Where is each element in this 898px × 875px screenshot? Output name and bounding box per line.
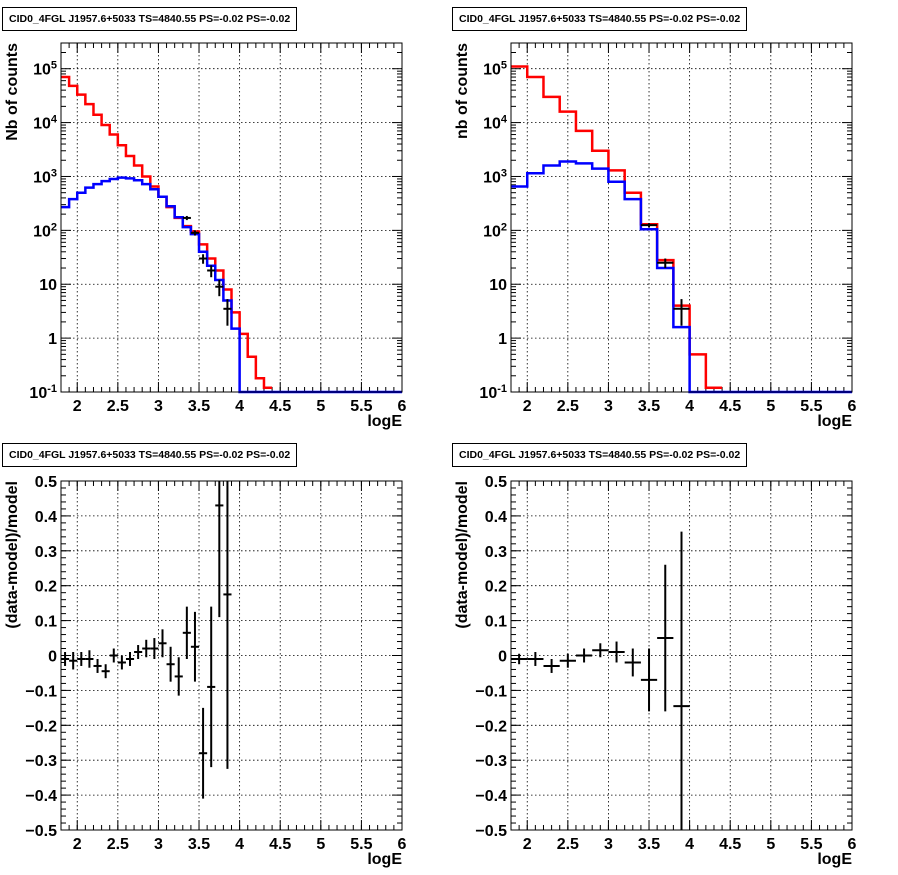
x-tick-label: 3 xyxy=(604,836,613,853)
x-tick-label: 5.5 xyxy=(350,398,372,415)
x-tick-label: 5 xyxy=(766,836,775,853)
x-tick-label: 5 xyxy=(766,398,775,415)
x-tick-label: 3 xyxy=(154,398,163,415)
x-axis-label: logE xyxy=(367,413,402,430)
panel-title-bottom-right: CID0_4FGL J1957.6+5033 TS=4840.55 PS=-0.… xyxy=(452,443,748,467)
y-tick-label: 0.1 xyxy=(35,614,57,631)
x-tick-label: 4 xyxy=(235,398,244,415)
x-tick-label: 2 xyxy=(73,398,82,415)
plot-frame xyxy=(60,42,403,393)
y-tick-label: −0.4 xyxy=(25,788,57,805)
y-tick-label: −0.2 xyxy=(25,718,57,735)
x-tick-label: 3.5 xyxy=(188,836,210,853)
plot-frame xyxy=(510,480,853,831)
y-tick-label: 1 xyxy=(498,331,507,348)
x-tick-label: 4.5 xyxy=(269,836,291,853)
y-tick-label: −0.1 xyxy=(25,683,57,700)
y-tick-label: 104 xyxy=(33,114,58,133)
panel-title-top-left: CID0_4FGL J1957.6+5033 TS=4840.55 PS=-0.… xyxy=(2,7,298,31)
y-tick-label: 0.2 xyxy=(35,579,57,596)
x-tick-label: 2.5 xyxy=(557,836,579,853)
y-tick-label: −0.5 xyxy=(25,823,57,840)
x-tick-label: 4.5 xyxy=(719,836,741,853)
panel-1: 2 2.5 3 3.5 4 4.5 5 5.5 6 10-1 1 10 102 103 104 105 logE… xyxy=(454,42,857,430)
panel-title-bottom-left: CID0_4FGL J1957.6+5033 TS=4840.55 PS=-0.… xyxy=(2,443,298,467)
x-tick-label: 6 xyxy=(398,836,407,853)
model-source-line xyxy=(61,176,402,394)
y-tick-label: 10-1 xyxy=(479,383,507,402)
y-axis-label: (data-model)/model xyxy=(4,481,21,629)
x-tick-label: 3.5 xyxy=(638,398,660,415)
x-axis-label: logE xyxy=(817,851,852,868)
x-tick-label: 6 xyxy=(848,398,857,415)
y-tick-label: 105 xyxy=(483,60,507,79)
y-tick-label: 104 xyxy=(483,114,508,133)
y-tick-label: 10-1 xyxy=(29,383,57,402)
x-tick-label: 3 xyxy=(604,398,613,415)
x-tick-label: 5 xyxy=(316,836,325,853)
model-total-line xyxy=(511,65,723,389)
panel-3: 2 2.5 3 3.5 4 4.5 5 5.5 6 −0.5 −0.4 −0.3 −0.2 −0.1 0 0.… xyxy=(454,474,857,868)
y-tick-label: 102 xyxy=(33,221,57,240)
y-tick-label: 0.3 xyxy=(485,544,507,561)
plot-frame xyxy=(60,480,403,831)
panel-0: 2 2.5 3 3.5 4 4.5 5 5.5 6 10-1 1 10 102 103 104 105 logE… xyxy=(4,42,407,430)
x-tick-label: 4.5 xyxy=(719,398,741,415)
x-tick-label: 5.5 xyxy=(800,836,822,853)
y-tick-label: 0 xyxy=(48,649,57,666)
y-tick-label: 0.2 xyxy=(485,579,507,596)
y-axis-label: Nb of counts xyxy=(4,43,21,141)
x-tick-label: 6 xyxy=(848,836,857,853)
model-source-line xyxy=(511,160,852,394)
y-tick-label: 0.4 xyxy=(485,509,507,526)
y-tick-label: −0.1 xyxy=(475,683,507,700)
x-tick-label: 6 xyxy=(398,398,407,415)
plot-frame xyxy=(510,42,853,393)
y-tick-label: −0.5 xyxy=(475,823,507,840)
panel-title-top-right: CID0_4FGL J1957.6+5033 TS=4840.55 PS=-0.… xyxy=(452,7,748,31)
x-tick-label: 2 xyxy=(523,836,532,853)
x-tick-label: 4 xyxy=(235,836,244,853)
x-axis-label: logE xyxy=(817,413,852,430)
x-tick-label: 3 xyxy=(154,836,163,853)
y-axis-label: nb of counts xyxy=(454,43,471,139)
y-tick-label: −0.3 xyxy=(475,753,507,770)
x-tick-label: 5.5 xyxy=(350,836,372,853)
y-tick-label: −0.3 xyxy=(25,753,57,770)
x-tick-label: 2.5 xyxy=(107,836,129,853)
x-tick-label: 2 xyxy=(73,836,82,853)
x-tick-label: 4.5 xyxy=(269,398,291,415)
panel-2: 2 2.5 3 3.5 4 4.5 5 5.5 6 −0.5 −0.4 −0.3 −0.2 −0.1 0 0.… xyxy=(4,474,407,868)
y-tick-label: 1 xyxy=(48,331,57,348)
y-tick-label: 103 xyxy=(33,167,57,186)
x-tick-label: 5 xyxy=(316,398,325,415)
y-tick-label: 105 xyxy=(33,60,57,79)
x-tick-label: 2 xyxy=(523,398,532,415)
y-tick-label: 0.1 xyxy=(485,614,507,631)
x-tick-label: 4 xyxy=(685,836,694,853)
y-axis-label: (data-model)/model xyxy=(454,481,471,629)
y-tick-label: 10 xyxy=(489,277,507,294)
y-tick-label: 0 xyxy=(498,649,507,666)
y-tick-label: 10 xyxy=(39,277,57,294)
x-tick-label: 3.5 xyxy=(188,398,210,415)
x-tick-label: 2.5 xyxy=(557,398,579,415)
y-tick-label: 103 xyxy=(483,167,507,186)
y-tick-label: 0.4 xyxy=(35,509,57,526)
y-tick-label: 0.5 xyxy=(485,474,507,491)
y-tick-label: 0.3 xyxy=(35,544,57,561)
y-tick-label: 0.5 xyxy=(35,474,57,491)
y-tick-label: 102 xyxy=(483,221,507,240)
x-axis-label: logE xyxy=(367,851,402,868)
x-tick-label: 5.5 xyxy=(800,398,822,415)
y-tick-label: −0.4 xyxy=(475,788,507,805)
x-tick-label: 3.5 xyxy=(638,836,660,853)
x-tick-label: 2.5 xyxy=(107,398,129,415)
y-tick-label: −0.2 xyxy=(475,718,507,735)
x-tick-label: 4 xyxy=(685,398,694,415)
